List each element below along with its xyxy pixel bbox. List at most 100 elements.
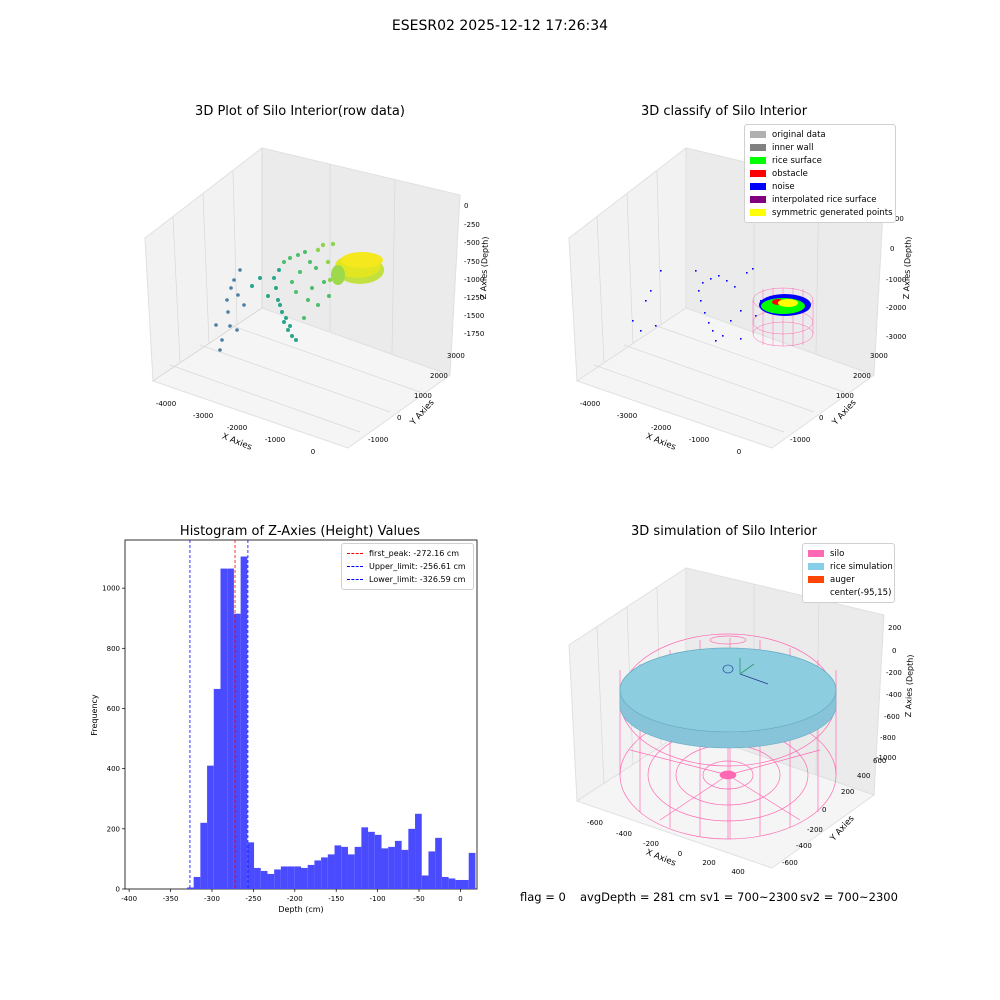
tick-label: 3000 (870, 352, 888, 360)
simulation-z-axis-label: Z Axies (Depth) (904, 654, 915, 717)
tick-label: 0 (464, 202, 468, 210)
tick-label: 0 (678, 850, 682, 858)
rice-simulation-surface (619, 647, 837, 733)
legend-item: original data (750, 128, 890, 141)
histogram-bar (394, 840, 402, 889)
tick-label: -1000 (876, 754, 896, 762)
legend-swatch (750, 157, 766, 164)
rice-simulation-side (619, 689, 837, 749)
histogram-bar (441, 876, 449, 889)
tick-label: 1000 (836, 392, 854, 400)
legend-item: silo (808, 547, 889, 560)
tick-label: -1500 (464, 312, 484, 320)
histogram-bar (280, 866, 288, 889)
histogram-bar (361, 827, 369, 889)
classify-3d-plot: -4000 -3000 -2000 -1000 0 X Axies -1000 … (568, 146, 913, 456)
tick-label: 0 (822, 806, 826, 814)
histogram-vlines (189, 540, 249, 889)
classify-panel-title: 3D classify of Silo Interior (640, 104, 808, 119)
tick-label: 400 (731, 868, 744, 876)
histogram-bar (207, 765, 214, 889)
legend-swatch (750, 170, 766, 177)
histogram-bar (301, 867, 308, 889)
tick-label: -300 (204, 895, 220, 903)
raw-panel-title: 3D Plot of Silo Interior(row data) (195, 104, 405, 119)
tick-label: -1250 (464, 294, 484, 302)
simulation-panel-title: 3D simulation of Silo Interior (631, 524, 817, 539)
legend-item: center(-95,15) (808, 586, 891, 599)
tick-label: 0 (890, 245, 894, 253)
tick-label: 600 (873, 757, 886, 765)
tick-label: 3000 (447, 352, 465, 360)
raw-z-ticks: 0 -250 -500 -750 -1000 -1250 -1500 -1750 (464, 202, 484, 338)
histogram-bar (408, 828, 416, 889)
histogram-bar (401, 849, 409, 889)
tick-label: -4000 (156, 400, 176, 408)
simulation-x-ticks: -600 -400 -200 0 200 400 (587, 819, 745, 876)
tick-label: 200 (841, 788, 854, 796)
silo-top-rim (709, 635, 747, 645)
legend-item: first_peak: -272.16 cm (347, 547, 468, 560)
tick-label: 400 (857, 772, 870, 780)
histogram-bar (287, 866, 295, 889)
histogram-bar (233, 613, 241, 889)
histogram-bar (267, 873, 275, 889)
classify-y-ticks: -1000 0 1000 2000 3000 (790, 352, 888, 444)
legend-swatch (750, 196, 766, 203)
legend-item: obstacle (750, 167, 890, 180)
center-marker (722, 664, 734, 674)
raw-3d-panes (144, 146, 461, 449)
histogram-bar (381, 848, 389, 889)
histogram-bar (428, 851, 436, 889)
simulation-z-ticks: 200 0 -200 -400 -600 -800 -1000 (876, 624, 902, 762)
histogram-bar (213, 688, 221, 889)
tick-label: -1000 (886, 276, 906, 284)
figure-title: ESESR02 2025-12-12 17:26:34 (391, 18, 609, 34)
legend-item: noise (750, 180, 890, 193)
tick-label: -50 (413, 895, 424, 903)
tick-label: -4000 (580, 400, 600, 408)
tick-label: 400 (107, 765, 120, 773)
histogram-x-axis-label: Depth (cm) (278, 905, 323, 914)
status-sv1: sv1 = 700~2300 (700, 890, 798, 904)
histogram-bar (368, 831, 375, 889)
tick-label: -2000 (651, 424, 671, 432)
histogram-bar (448, 878, 456, 889)
tick-label: 200 (107, 825, 120, 833)
legend-item: symmetric generated points (750, 206, 893, 219)
classify-points (632, 268, 814, 347)
tick-label: -1000 (368, 436, 388, 444)
legend-swatch (750, 209, 766, 216)
tick-label: 2000 (853, 372, 871, 380)
histogram-x-ticks: -400 -350 -300 -250 -200 -150 -100 -50 0 (121, 889, 463, 903)
histogram-bar (186, 887, 194, 889)
tick-label: -350 (163, 895, 179, 903)
histogram-bar (193, 876, 201, 889)
tick-label: -400 (796, 842, 812, 850)
legend-swatch (808, 550, 824, 557)
histogram-bar (260, 870, 268, 889)
tick-label: -750 (464, 258, 480, 266)
histogram-bar (415, 813, 422, 889)
tick-label: 0 (892, 647, 896, 655)
histogram-chart: -400 -350 -300 -250 -200 -150 -100 -50 0 0 200 400… (90, 539, 478, 914)
legend-line-swatch (347, 566, 363, 567)
tick-label: -1750 (464, 330, 484, 338)
legend-line-swatch (347, 579, 363, 580)
legend-item: inner wall (750, 141, 890, 154)
tick-label: 0 (819, 414, 823, 422)
simulation-axes-glyph (739, 658, 769, 685)
status-sv2: sv2 = 700~2300 (800, 890, 898, 904)
legend-swatch (750, 183, 766, 190)
histogram-bars (186, 556, 476, 889)
legend-swatch (808, 589, 824, 596)
legend-line-swatch (347, 553, 363, 554)
histogram-bar (334, 845, 342, 889)
status-flag: flag = 0 (520, 890, 566, 904)
histogram-y-axis-label: Frequency (90, 694, 99, 736)
status-avg-depth: avgDepth = 281 cm (580, 890, 697, 904)
tick-label: -1000 (790, 436, 810, 444)
tick-label: 0 (737, 448, 741, 456)
raw-3d-plot: -4000 -3000 -2000 -1000 0 X Axies -1000 … (144, 146, 490, 456)
raw-y-ticks: -1000 0 1000 2000 3000 (368, 352, 465, 444)
